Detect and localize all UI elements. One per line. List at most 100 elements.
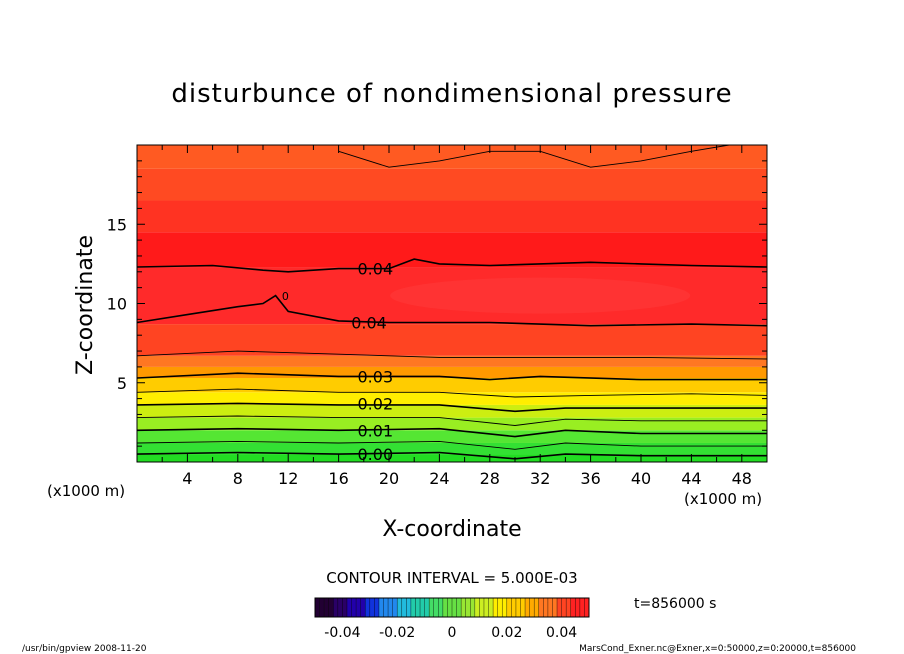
color-band [137, 454, 767, 462]
contour-line [136, 350, 768, 360]
colorbar-segment [360, 598, 366, 617]
colorbar-segment [410, 598, 416, 617]
x-unit-right: (x1000 m) [684, 490, 762, 508]
colorbar-segment [479, 598, 485, 617]
colorbar-segment [429, 598, 434, 617]
colorbar [314, 597, 590, 618]
x-tick-label: 4 [182, 469, 192, 488]
colorbar-segment [474, 598, 480, 617]
colorbar-tick-label: 0 [448, 625, 457, 641]
x-unit-left: (x1000 m) [47, 482, 125, 500]
colorbar-segment [337, 598, 343, 617]
colorbar-segment [324, 598, 329, 617]
contour-line [136, 440, 767, 450]
colorbar-tick-label: -0.02 [379, 625, 415, 641]
x-tick-label: 40 [631, 469, 651, 488]
color-band [137, 168, 767, 201]
colorbar-segment [497, 598, 503, 617]
colorbar-segment [493, 598, 498, 617]
colorbar-segment [374, 598, 380, 617]
color-band [137, 324, 767, 356]
footer-right: MarsCond_Exner.nc@Exner,x=0:50000,z=0:20… [579, 644, 856, 654]
x-tick-label: 32 [530, 469, 550, 488]
colorbar-segment [465, 598, 471, 617]
colorbar-segment [470, 598, 476, 617]
colorbar-segment [506, 598, 512, 617]
colorbar-frame [314, 597, 590, 618]
colorbar-segment [315, 598, 320, 617]
time-label: t=856000 s [634, 596, 716, 612]
x-tick-label: 20 [379, 469, 399, 488]
colorbar-tick-label: 0.04 [546, 625, 577, 641]
contour-line [136, 294, 768, 327]
contour-line [136, 258, 768, 273]
colorbar-segment [401, 598, 407, 617]
chart-title: disturbunce of nondimensional pressure [171, 79, 732, 109]
color-band [137, 145, 767, 169]
x-tick-label: 36 [580, 469, 600, 488]
color-band [137, 355, 767, 367]
color-band [137, 377, 767, 393]
colorbar-segment [397, 598, 402, 617]
colorbar-segment [534, 598, 539, 617]
y-axis-label: Z-coordinate [73, 235, 98, 375]
colorbar-segment [543, 598, 549, 617]
x-tick-label: 48 [732, 469, 752, 488]
colorbar-segment [438, 598, 444, 617]
y-tick-label: 5 [117, 374, 127, 393]
color-band [137, 430, 767, 443]
colorbar-segment [433, 598, 439, 617]
colorbar-tick-label: -0.04 [324, 625, 360, 641]
colorbar-segment [442, 598, 448, 617]
colorbar-segment [579, 598, 585, 617]
contour-label: 0 [282, 290, 289, 303]
contour-line [136, 372, 767, 381]
color-band [137, 417, 767, 431]
colorbar-segment [452, 598, 457, 617]
colorbar-segment [575, 598, 581, 617]
color-band [137, 442, 767, 455]
contour-label: 0.02 [358, 394, 394, 413]
colorbar-segment [483, 598, 489, 617]
colorbar-segment [388, 598, 393, 617]
colorbar-segment [420, 598, 425, 617]
colorbar-segment [378, 598, 384, 617]
footer-left: /usr/bin/gpview 2008-11-20 [22, 644, 147, 654]
colorbar-segment [566, 598, 571, 617]
contour-line [136, 451, 767, 460]
colorbar-segment [365, 598, 370, 617]
colorbar-segment [319, 598, 325, 617]
colorbar-segment [557, 598, 562, 617]
contour-label: 0.03 [358, 367, 394, 386]
contour-label: 0.04 [351, 314, 387, 333]
contour-line [136, 415, 767, 426]
colorbar-segment [383, 598, 389, 617]
colorbar-segment [406, 598, 412, 617]
contour-line [136, 388, 768, 398]
colorbar-segment [561, 598, 567, 617]
colorbar-segment [456, 598, 462, 617]
contour-labels: 0.04 0.04 0.03 0.02 0.01 0.00 0 [282, 260, 394, 464]
colorbar-segment [342, 598, 348, 617]
x-tick-label: 8 [233, 469, 243, 488]
x-tick-label: 16 [328, 469, 348, 488]
colorbar-segment [520, 598, 526, 617]
contour-label: 0.04 [358, 260, 394, 279]
x-tick-label: 44 [681, 469, 701, 488]
axis-ticks [137, 145, 767, 462]
colorbar-segment [328, 598, 334, 617]
x-tick-label: 28 [480, 469, 500, 488]
contour-interval-label: CONTOUR INTERVAL = 5.000E-03 [326, 569, 577, 587]
colorbar-segment [447, 598, 453, 617]
colorbar-segment [552, 598, 558, 617]
pressure-max-region [390, 277, 691, 314]
contour-label: 0.00 [358, 445, 394, 464]
colorbar-segment [415, 598, 421, 617]
colorbar-segment [511, 598, 517, 617]
contour-label: 0.01 [358, 421, 394, 440]
colorbar-segment [424, 598, 430, 617]
x-tick-label: 24 [429, 469, 449, 488]
colorbar-segment [529, 598, 535, 617]
colorbar-segment [515, 598, 521, 617]
colorbar-segment [392, 598, 398, 617]
